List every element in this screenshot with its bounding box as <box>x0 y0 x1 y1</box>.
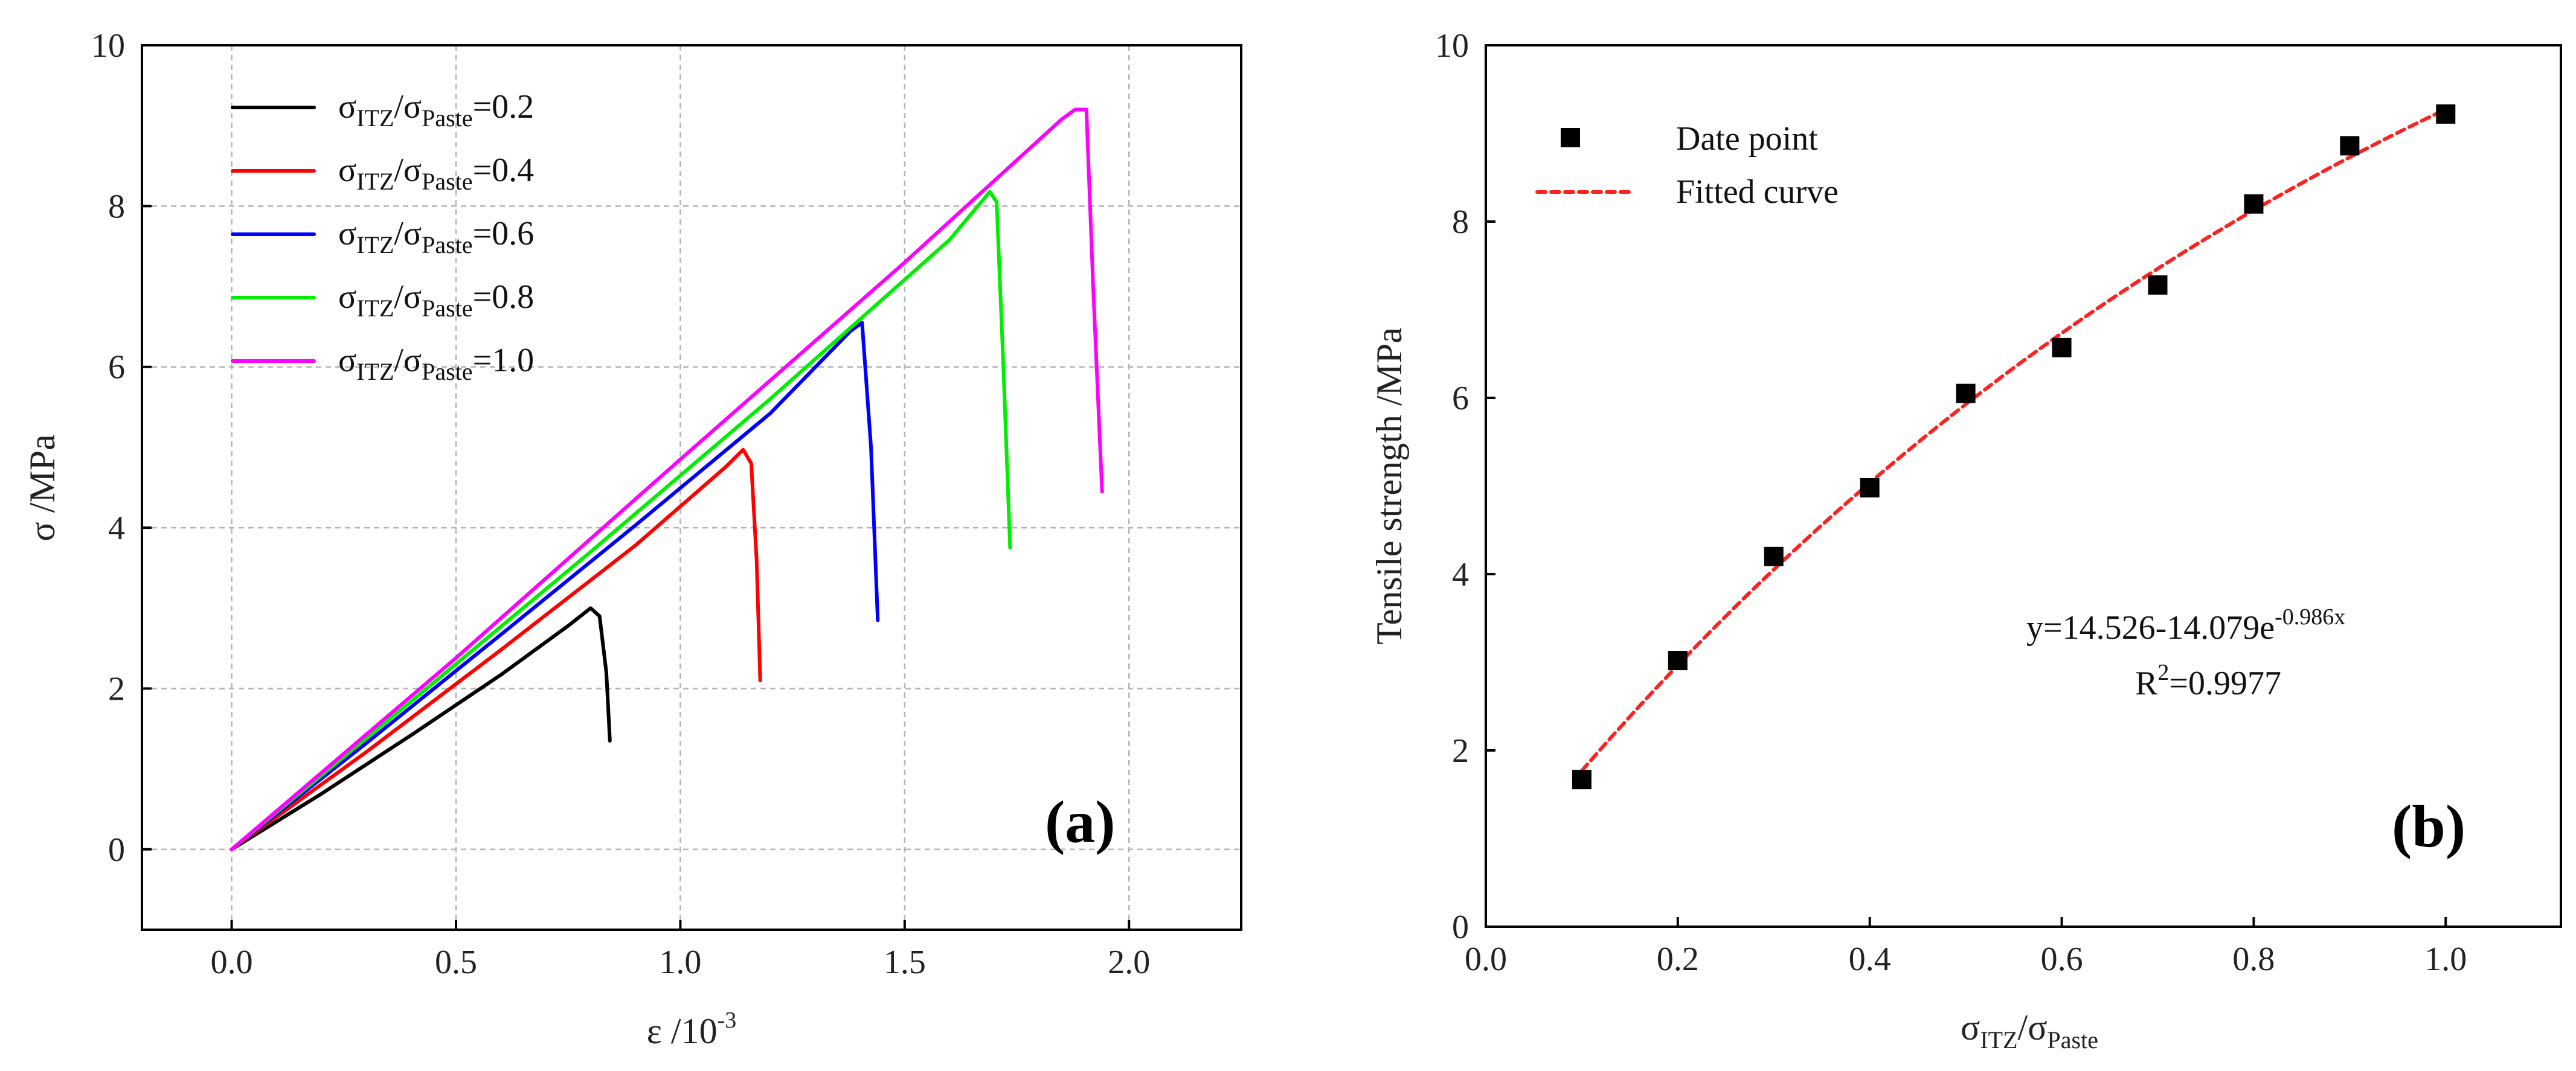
panel-b-y-tick-label: 6 <box>1452 380 1469 417</box>
panel-a-x-tick-label: 1.5 <box>884 944 926 981</box>
panel-b-y-tick-label: 8 <box>1452 203 1469 241</box>
panel-a-y-tick-label: 0 <box>108 831 125 869</box>
panel-a-tick-labels: 0.0 0.5 1.0 1.5 2.0 0 2 4 6 8 10 <box>91 27 1150 981</box>
data-point-marker <box>2436 104 2456 124</box>
legend-marker-date-point <box>1561 128 1580 147</box>
panel-a-legend: σITZ/σPaste=0.2 σITZ/σPaste=0.4 σITZ/σPast… <box>231 88 534 385</box>
panel-a-x-axis-label: ε /10-3 <box>647 1008 737 1051</box>
data-point-marker <box>1668 651 1688 671</box>
series-line-ratio-0.2 <box>230 606 612 851</box>
fit-r-squared: R2=0.9977 <box>2135 660 2281 702</box>
data-point-marker <box>1764 546 1784 566</box>
panel-a-y-tick-label: 2 <box>108 670 125 708</box>
panel-a-series <box>230 107 1104 851</box>
panel-b-tag: (b) <box>2392 793 2465 860</box>
panel-a: 0.0 0.5 1.0 1.5 2.0 0 2 4 6 8 10 ε /10-3 σ /MPa σI… <box>22 27 1242 1051</box>
panel-b-y-axis-label: Tensile strength /MPa <box>1369 327 1409 645</box>
data-point-marker <box>2052 337 2072 357</box>
data-point-marker <box>1956 383 1976 403</box>
panel-b: 0.0 0.2 0.4 0.6 0.8 1.0 0 2 4 6 8 10 σITZ/σPaste Te… <box>1369 27 2562 1053</box>
panel-b-x-tick-label: 0.6 <box>2041 941 2083 978</box>
panel-b-y-tick-label: 10 <box>1435 27 1469 65</box>
panel-b-y-tick-label: 2 <box>1452 732 1469 770</box>
legend-label-fitted-curve: Fitted curve <box>1676 173 1839 211</box>
series-line-ratio-0.4 <box>230 447 762 851</box>
data-point-marker <box>1860 478 1880 497</box>
panel-a-y-tick-label: 4 <box>108 510 125 547</box>
fit-equation: y=14.526-14.079e-0.986x <box>2026 604 2345 647</box>
legend-label-ratio-0.6: σITZ/σPaste=0.6 <box>338 215 534 258</box>
series-line-ratio-0.6 <box>230 321 880 851</box>
panel-a-x-tick-label: 0.5 <box>435 944 477 981</box>
panel-a-grid <box>142 44 1241 930</box>
panel-a-tag: (a) <box>1045 788 1116 855</box>
series-line-ratio-0.8 <box>230 190 1012 851</box>
panel-a-x-tick-label: 0.0 <box>211 944 253 981</box>
panel-b-y-tick-label: 0 <box>1452 909 1469 946</box>
panel-b-legend: Date point Fitted curve <box>1535 120 1839 211</box>
panel-b-plot-frame <box>1485 44 2562 928</box>
panel-a-plot-frame <box>141 44 1242 931</box>
panel-b-x-tick-label: 0.4 <box>1849 941 1891 978</box>
data-point-marker <box>2340 136 2360 156</box>
legend-label-date-point: Date point <box>1676 120 1818 158</box>
panel-a-x-tick-label: 1.0 <box>659 944 701 981</box>
data-point-marker <box>1572 770 1592 790</box>
data-point-marker <box>2244 194 2264 214</box>
series-line-ratio-1.0 <box>230 107 1104 851</box>
data-point-marker <box>2148 275 2168 295</box>
panel-a-x-tick-label: 2.0 <box>1108 944 1150 981</box>
panel-b-ticks <box>1485 44 2447 928</box>
panel-a-y-tick-label: 8 <box>108 188 125 225</box>
panel-b-x-tick-label: 0.0 <box>1465 941 1507 978</box>
panel-b-y-tick-label: 4 <box>1452 556 1469 593</box>
panel-a-ticks <box>142 44 1131 930</box>
panel-a-y-axis-label: σ /MPa <box>22 434 62 541</box>
fitted-curve-line <box>1579 107 2448 773</box>
panel-a-y-tick-label: 10 <box>91 27 125 65</box>
legend-label-ratio-1.0: σITZ/σPaste=1.0 <box>338 342 534 385</box>
panel-b-x-tick-label: 1.0 <box>2424 941 2467 978</box>
panel-b-series <box>1572 104 2456 790</box>
legend-label-ratio-0.2: σITZ/σPaste=0.2 <box>338 88 534 132</box>
legend-label-ratio-0.4: σITZ/σPaste=0.4 <box>338 152 534 195</box>
panel-b-tick-labels: 0.0 0.2 0.4 0.6 0.8 1.0 0 2 4 6 8 10 <box>1435 27 2467 978</box>
panel-b-x-tick-label: 0.8 <box>2232 941 2275 978</box>
panel-b-x-axis-label: σITZ/σPaste <box>1961 1008 2098 1053</box>
panel-a-y-tick-label: 6 <box>108 349 125 386</box>
panel-b-x-tick-label: 0.2 <box>1657 941 1699 978</box>
legend-label-ratio-0.8: σITZ/σPaste=0.8 <box>338 278 534 322</box>
